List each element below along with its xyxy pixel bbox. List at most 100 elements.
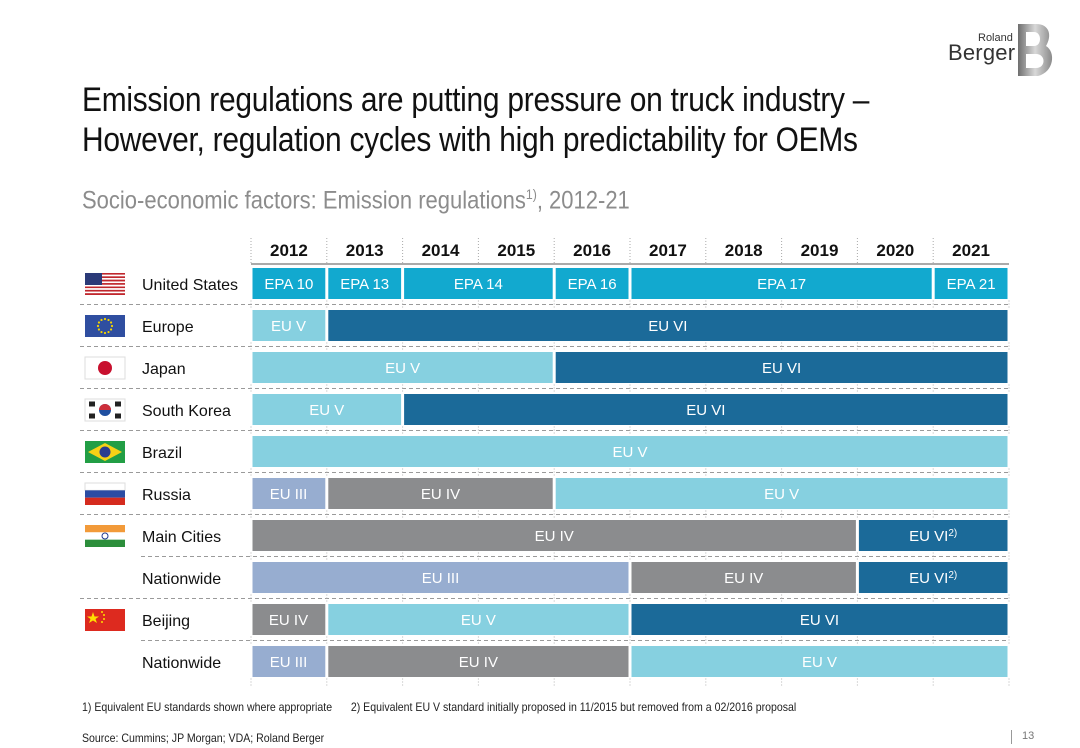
segment-bar <box>252 268 326 299</box>
roland-berger-logo: Roland Berger <box>948 22 1058 78</box>
year-label-2016: 2016 <box>573 241 611 260</box>
flag-cn-icon <box>85 609 125 631</box>
page-title: Emission regulations are putting pressur… <box>82 80 874 160</box>
segment-bar <box>252 436 1008 467</box>
segment-label: EU V <box>764 486 799 503</box>
segment-label: EU VI <box>686 402 725 419</box>
segment-label: EU V <box>802 654 837 671</box>
row-label: Brazil <box>142 445 182 462</box>
page-number: 13 <box>1022 730 1035 742</box>
source-note: Source: Cummins; JP Morgan; VDA; Roland … <box>82 731 325 745</box>
segment-bar <box>631 604 1008 635</box>
year-label-2015: 2015 <box>497 241 535 260</box>
segment-bar <box>252 352 553 383</box>
page-number-divider <box>1011 730 1012 744</box>
footnote-1: 1) Equivalent EU standards shown where a… <box>82 700 333 714</box>
segment-label: EU V <box>309 402 344 419</box>
segment-label: EU V <box>271 318 306 335</box>
segment-label: EU III <box>270 486 308 503</box>
footnotes: 1) Equivalent EU standards shown where a… <box>82 700 812 714</box>
title-line-2: However, regulation cycles with high pre… <box>82 121 858 159</box>
flag-in-icon <box>85 525 125 547</box>
segment-bar <box>858 520 1008 551</box>
segment-bar <box>631 268 932 299</box>
year-label-2013: 2013 <box>346 241 384 260</box>
segment-label: EU V <box>612 444 647 461</box>
segment-bar <box>555 268 629 299</box>
row-label: Nationwide <box>142 655 221 672</box>
row-label: Japan <box>142 361 186 378</box>
flag-eu-icon <box>85 315 125 337</box>
segment-bar <box>404 394 1008 425</box>
row-label: Nationwide <box>142 571 221 588</box>
segment-bar <box>631 562 856 593</box>
segment-label: EU IV <box>269 612 308 629</box>
segment-bar <box>858 562 1008 593</box>
year-label-2021: 2021 <box>952 241 990 260</box>
segment-label: EPA 10 <box>264 276 313 293</box>
segment-label: EU III <box>422 570 460 587</box>
segment-bar <box>252 478 326 509</box>
segment-label: EPA 13 <box>340 276 389 293</box>
segment-label: EU VI2) <box>909 570 957 588</box>
logo-roland-text: Roland <box>978 32 1013 44</box>
segment-bar <box>328 478 553 509</box>
segment-bar <box>555 352 1008 383</box>
segment-label: EPA 16 <box>568 276 617 293</box>
subtitle-footnote-marker: 1) <box>525 186 537 202</box>
flag-jp-icon <box>84 356 126 380</box>
year-label-2012: 2012 <box>270 241 308 260</box>
segment-bar <box>328 604 629 635</box>
footnote-2: 2) Equivalent EU V standard initially pr… <box>350 700 797 714</box>
segment-bar <box>631 646 1008 677</box>
flag-ru-icon <box>84 482 126 505</box>
segment-bar <box>328 310 1008 341</box>
segment-label: EU III <box>270 654 308 671</box>
flag-kr-icon <box>84 398 126 422</box>
segment-label: EU IV <box>421 486 460 503</box>
row-label: Russia <box>142 487 191 504</box>
flag-us-icon <box>85 273 125 295</box>
segment-bar <box>252 604 326 635</box>
segment-label: EU VI2) <box>909 528 957 546</box>
emission-regulations-chart: 2012 2013 2014 2015 2016 2017 2018 2019 2020 2021… <box>80 238 1010 687</box>
row-label: Main Cities <box>142 529 221 546</box>
segment-bar <box>934 268 1008 299</box>
segment-label: EU VI <box>800 612 839 629</box>
year-label-2019: 2019 <box>801 241 839 260</box>
segment-bar <box>252 520 856 551</box>
segment-label: EPA 21 <box>947 276 996 293</box>
segment-label: EU VI <box>648 318 687 335</box>
segment-bar <box>328 268 402 299</box>
row-label: Beijing <box>142 613 190 630</box>
subtitle-text: Socio-economic factors: Emission regulat… <box>82 186 526 215</box>
year-label-2017: 2017 <box>649 241 687 260</box>
segment-label: EPA 17 <box>757 276 806 293</box>
segment-label: EU VI <box>762 360 801 377</box>
segment-bar <box>328 646 629 677</box>
segment-label: EU IV <box>535 528 574 545</box>
logo-b-mark-icon <box>1018 24 1053 76</box>
segment-bar <box>404 268 553 299</box>
title-line-1: Emission regulations are putting pressur… <box>82 81 870 119</box>
segment-label: EU V <box>385 360 420 377</box>
segment-bar <box>555 478 1008 509</box>
segment-label: EU IV <box>459 654 498 671</box>
year-label-2020: 2020 <box>876 241 914 260</box>
flag-br-icon <box>85 441 125 463</box>
year-label-2014: 2014 <box>422 241 460 260</box>
row-label: South Korea <box>142 403 231 420</box>
segment-label: EU V <box>461 612 496 629</box>
subtitle-tail: , 2012-21 <box>536 186 630 215</box>
segment-bar <box>252 562 629 593</box>
segment-bar <box>252 394 402 425</box>
row-label: United States <box>142 277 238 294</box>
segment-bar <box>252 310 326 341</box>
row-label: Europe <box>142 319 194 336</box>
logo-berger-text: Berger <box>948 40 1016 65</box>
segment-bar <box>252 646 326 677</box>
subtitle: Socio-economic factors: Emission regulat… <box>82 186 630 215</box>
year-label-2018: 2018 <box>725 241 763 260</box>
segment-label: EPA 14 <box>454 276 503 293</box>
segment-label: EU IV <box>724 570 763 587</box>
